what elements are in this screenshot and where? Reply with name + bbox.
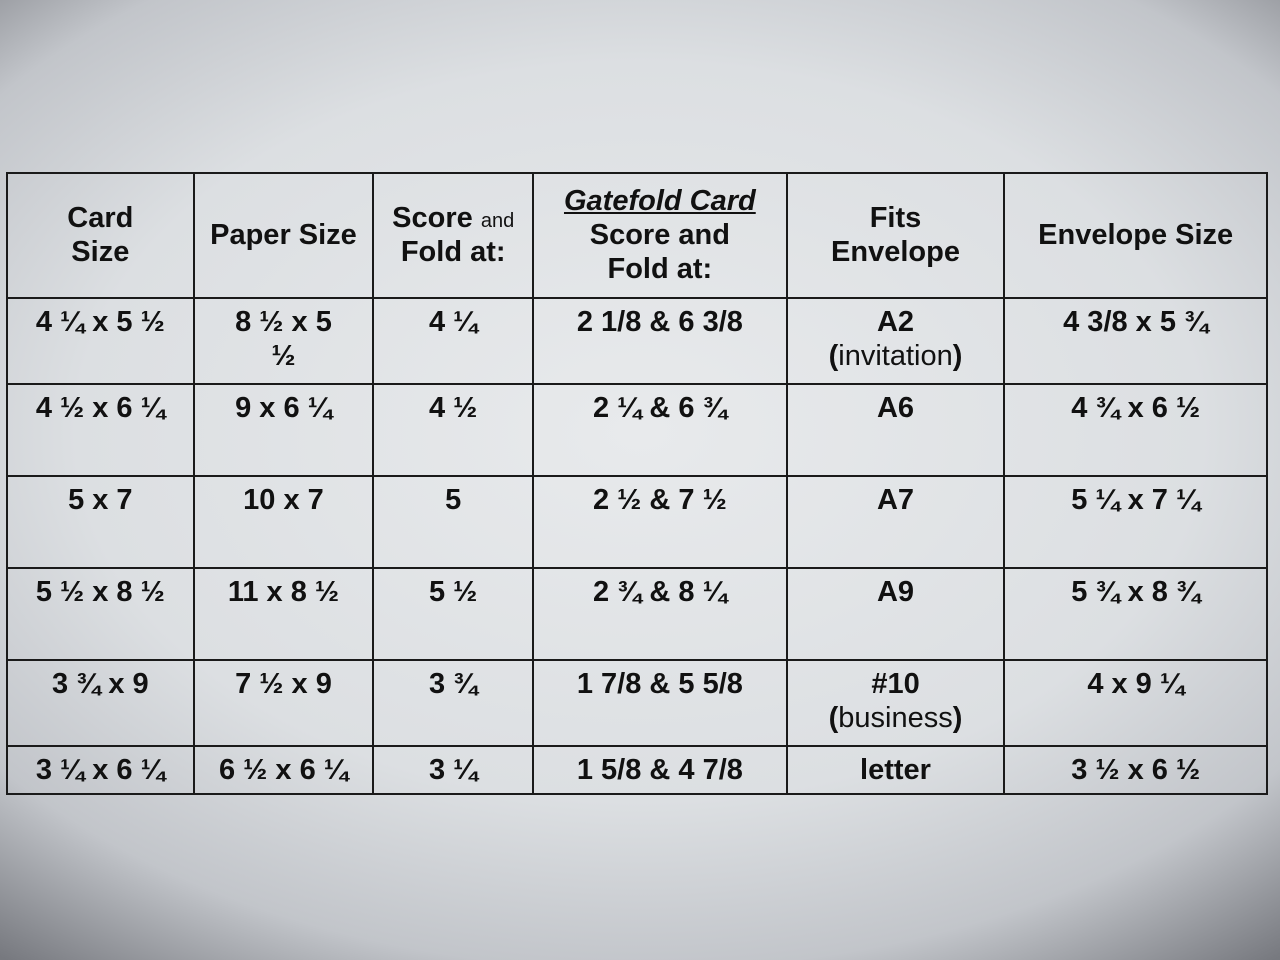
col-envelope-size: Envelope Size — [1004, 173, 1267, 298]
table-header-row: CardSize Paper Size Score and Fold at: G… — [7, 173, 1267, 298]
col-fits-envelope: FitsEnvelope — [787, 173, 1005, 298]
score-fold-cell: 3 ¼ — [373, 746, 533, 794]
card-size-cell: 3 ¾ x 9 — [7, 660, 194, 746]
table-row: 3 ¾ x 97 ½ x 93 ¾1 7/8 & 5 5/8#10(busine… — [7, 660, 1267, 746]
paper-size-cell: 11 x 8 ½ — [194, 568, 374, 660]
fits-envelope-cell: letter — [787, 746, 1005, 794]
col-card-size: CardSize — [7, 173, 194, 298]
gatefold-cell: 2 1/8 & 6 3/8 — [533, 298, 787, 384]
fits-main: letter — [860, 754, 931, 786]
table-row: 4 ½ x 6 ¼9 x 6 ¼4 ½2 ¼ & 6 ¾ A6 4 ¾ x 6 ½ — [7, 384, 1267, 476]
fits-envelope-cell: A9 — [787, 568, 1005, 660]
table-row: 4 ¼ x 5 ½8 ½ x 5½4 ¼2 1/8 & 6 3/8A2(invi… — [7, 298, 1267, 384]
fits-main: A7 — [877, 484, 914, 516]
header-text: Paper Size — [210, 219, 357, 251]
score-fold-cell: 5 ½ — [373, 568, 533, 660]
document-page: CardSize Paper Size Score and Fold at: G… — [0, 0, 1278, 795]
fits-envelope-cell: A6 — [787, 384, 1005, 476]
paper-size-cell: 8 ½ x 5½ — [194, 298, 374, 384]
score-fold-cell: 4 ¼ — [373, 298, 533, 384]
gatefold-cell: 1 5/8 & 4 7/8 — [533, 746, 787, 794]
header-text: FitsEnvelope — [831, 202, 960, 268]
table-row: 5 x 710 x 752 ½ & 7 ½ A7 5 ¼ x 7 ¼ — [7, 476, 1267, 568]
fits-sub: (business) — [829, 702, 963, 734]
gatefold-title: Gatefold Card — [564, 185, 756, 217]
fits-envelope-cell: A7 — [787, 476, 1005, 568]
paper-size-cell: 7 ½ x 9 — [194, 660, 374, 746]
card-size-cell: 4 ½ x 6 ¼ — [7, 384, 194, 476]
card-size-cell: 4 ¼ x 5 ½ — [7, 298, 194, 384]
col-paper-size: Paper Size — [194, 173, 374, 298]
fits-main: A6 — [877, 392, 914, 424]
envelope-size-cell: 4 x 9 ¼ — [1004, 660, 1267, 746]
paper-size-cell: 10 x 7 — [194, 476, 374, 568]
score-fold-cell: 3 ¾ — [373, 660, 533, 746]
envelope-size-cell: 4 ¾ x 6 ½ — [1004, 384, 1267, 476]
paper-size-cell: 9 x 6 ¼ — [194, 384, 374, 476]
fits-main: A9 — [877, 576, 914, 608]
card-size-table: CardSize Paper Size Score and Fold at: G… — [6, 172, 1268, 795]
fits-envelope-cell: A2(invitation) — [787, 298, 1005, 384]
table-row: 5 ½ x 8 ½11 x 8 ½5 ½2 ¾ & 8 ¼ A9 5 ¾ x 8 ¾ — [7, 568, 1267, 660]
col-score-fold: Score and Fold at: — [373, 173, 533, 298]
fits-sub: (invitation) — [829, 340, 963, 372]
envelope-size-cell: 4 3/8 x 5 ¾ — [1004, 298, 1267, 384]
col-gatefold: Gatefold Card Score andFold at: — [533, 173, 787, 298]
fits-main: A2 — [877, 306, 914, 338]
fits-main: #10 — [871, 668, 919, 700]
header-text: CardSize — [67, 202, 133, 268]
table-body: 4 ¼ x 5 ½8 ½ x 5½4 ¼2 1/8 & 6 3/8A2(invi… — [7, 298, 1267, 794]
card-size-cell: 3 ¼ x 6 ¼ — [7, 746, 194, 794]
header-text: Envelope Size — [1038, 219, 1233, 251]
gatefold-cell: 1 7/8 & 5 5/8 — [533, 660, 787, 746]
header-text-pre: Score — [392, 202, 473, 234]
gatefold-sub: Score andFold at: — [590, 219, 730, 285]
gatefold-cell: 2 ¼ & 6 ¾ — [533, 384, 787, 476]
envelope-size-cell: 5 ¼ x 7 ¼ — [1004, 476, 1267, 568]
header-text-post: Fold at: — [401, 236, 506, 268]
gatefold-cell: 2 ¾ & 8 ¼ — [533, 568, 787, 660]
score-fold-cell: 5 — [373, 476, 533, 568]
fits-envelope-cell: #10(business) — [787, 660, 1005, 746]
envelope-size-cell: 5 ¾ x 8 ¾ — [1004, 568, 1267, 660]
gatefold-cell: 2 ½ & 7 ½ — [533, 476, 787, 568]
card-size-cell: 5 ½ x 8 ½ — [7, 568, 194, 660]
card-size-cell: 5 x 7 — [7, 476, 194, 568]
header-text-and: and — [481, 210, 514, 232]
paper-size-cell: 6 ½ x 6 ¼ — [194, 746, 374, 794]
table-row: 3 ¼ x 6 ¼6 ½ x 6 ¼3 ¼1 5/8 & 4 7/8 letter… — [7, 746, 1267, 794]
score-fold-cell: 4 ½ — [373, 384, 533, 476]
envelope-size-cell: 3 ½ x 6 ½ — [1004, 746, 1267, 794]
